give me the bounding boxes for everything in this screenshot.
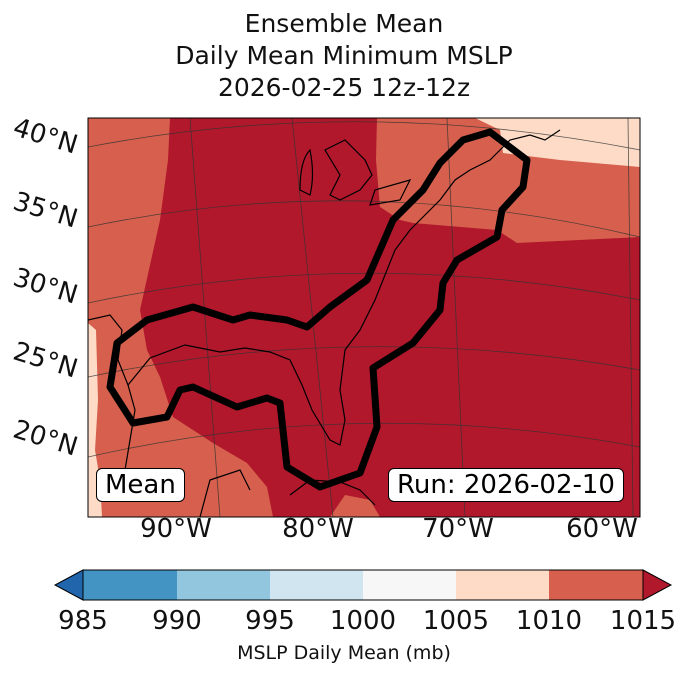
meridian-60w: [627, 118, 634, 517]
colorbar-over-extension: [642, 569, 673, 601]
meridian-70w: [446, 118, 466, 517]
colorbar-tick-1010: 1010: [515, 606, 583, 636]
colorbar-under-extension: [53, 569, 84, 601]
colorbar-bin-1005-1010: [456, 570, 549, 600]
graticule: [88, 118, 640, 517]
title-line-2: Daily Mean Minimum MSLP: [175, 41, 513, 70]
colorbar-label: MSLP Daily Mean (mb): [237, 642, 451, 664]
colorbar-bin-990-995: [177, 570, 270, 600]
meridian-80w: [291, 118, 334, 517]
mean-label: Mean: [96, 468, 185, 502]
colorbar-bin-1010-1015: [549, 570, 643, 600]
colorbar-tick-1000: 1000: [329, 606, 397, 636]
lon-label-60w: 60°W: [566, 514, 638, 544]
colorbar-tick-1005: 1005: [422, 606, 490, 636]
lon-label-80w: 80°W: [282, 514, 354, 544]
parallel-30n: [88, 272, 640, 304]
colorbar-tick-990: 990: [152, 606, 202, 636]
parallel-40n: [88, 121, 640, 151]
mslp-contour: [106, 128, 531, 491]
parallel-20n: [88, 422, 640, 458]
parallel-35n: [88, 200, 640, 238]
coastlines: [88, 129, 561, 517]
colorbar-tick-985: 985: [58, 606, 108, 636]
field-1005-1010-west: [88, 323, 102, 517]
field-1010-1015-south: [330, 495, 380, 517]
colorbar-bin-995-1000: [270, 570, 363, 600]
title-line-1: Ensemble Mean: [244, 9, 444, 38]
colorbar-bin-985-990: [83, 570, 177, 600]
colorbar-tick-995: 995: [245, 606, 295, 636]
map-frame: [87, 117, 641, 518]
colorbar-tick-1015: 1015: [609, 606, 677, 636]
lon-label-90w: 90°W: [140, 514, 212, 544]
parallel-25n: [88, 346, 640, 378]
field-1005-1010-northeast: [475, 118, 640, 167]
run-date-label: Run: 2026-02-10: [388, 468, 624, 502]
title-line-3: 2026-02-25 12z-12z: [217, 73, 471, 102]
lon-label-70w: 70°W: [422, 514, 494, 544]
colorbar-bin-1000-1005: [363, 570, 456, 600]
colorbar: [53, 569, 673, 601]
meridian-90w: [189, 118, 221, 517]
